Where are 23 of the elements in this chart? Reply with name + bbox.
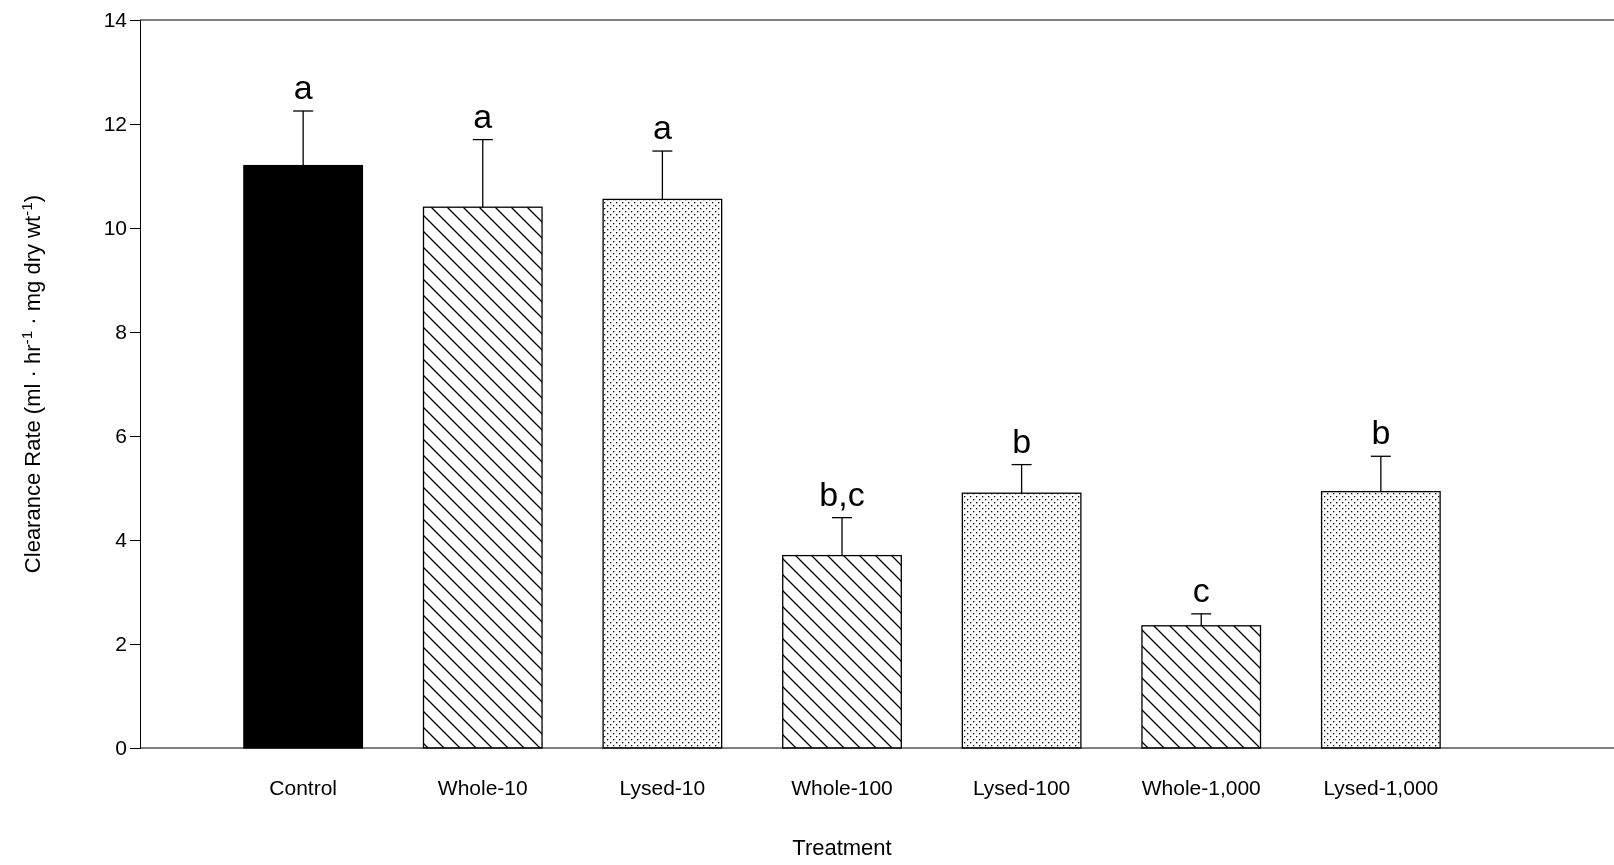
y-tick-label: 0 (115, 736, 127, 760)
y-tick-label: 12 (103, 112, 127, 136)
annotation: a (652, 108, 672, 147)
x-tick-label: Whole-10 (437, 775, 528, 799)
annotation: a (293, 68, 313, 106)
x-tick-label: Lysed-10 (619, 775, 706, 799)
annotation: b (1371, 413, 1391, 452)
x-tick-label: Whole-100 (791, 775, 893, 799)
x-axis-title: Treatment (792, 835, 892, 860)
x-tick-label: Lysed-100 (972, 775, 1071, 799)
y-tick-label: 6 (115, 424, 127, 448)
x-tick-label: Lysed-1,000 (1323, 775, 1439, 799)
x-tick-label: Whole-1,000 (1141, 775, 1261, 799)
annotation: b (1012, 421, 1032, 460)
annotation: b,c (819, 474, 865, 513)
y-tick-label: 2 (115, 632, 127, 656)
y-tick-label: 14 (103, 8, 128, 32)
annotation: a (473, 96, 493, 135)
y-tick-label: 4 (115, 528, 128, 552)
x-tick-label: Control (269, 775, 338, 799)
y-tick-label: 8 (115, 320, 127, 344)
y-tick-label: 10 (103, 216, 127, 240)
annotation: c (1192, 570, 1210, 609)
